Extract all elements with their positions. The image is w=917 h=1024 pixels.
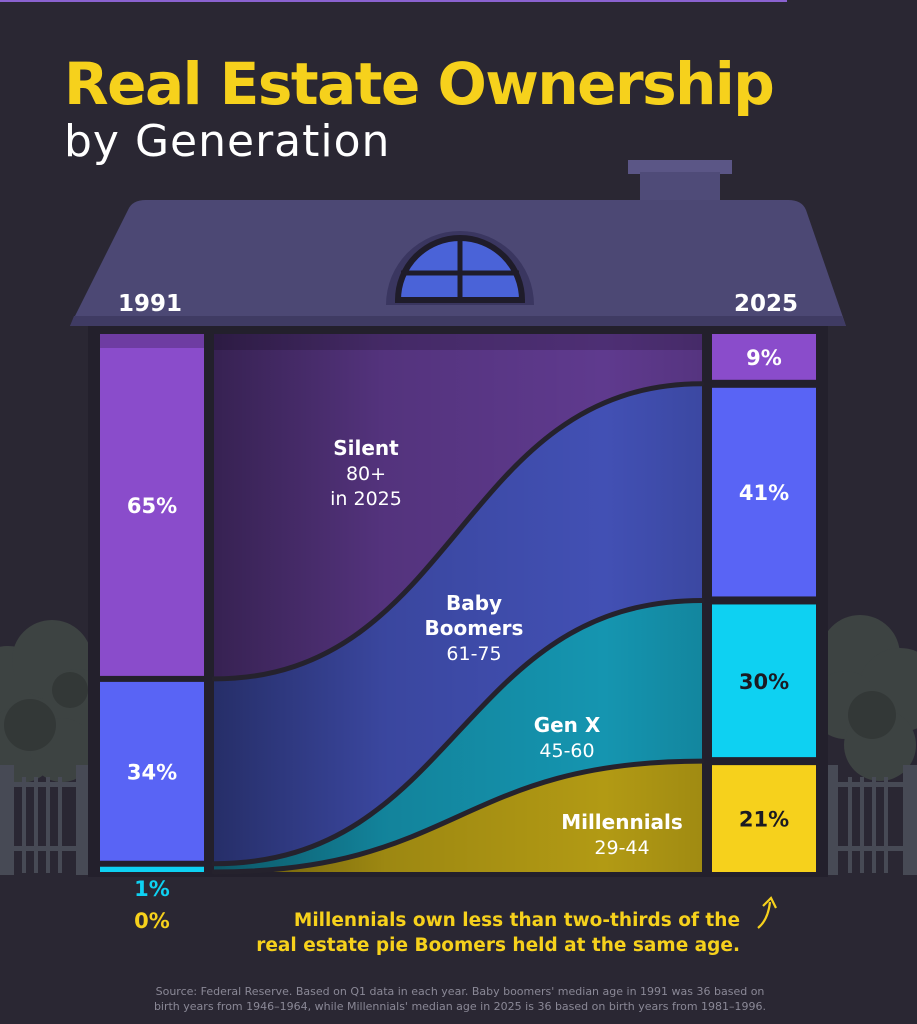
source-line-2: birth years from 1946–1964, while Millen… bbox=[153, 1000, 767, 1013]
band-divider bbox=[211, 758, 705, 875]
value-label-2025-gen-x: 30% bbox=[739, 670, 789, 694]
band-shading bbox=[214, 334, 702, 872]
trees-left-shade bbox=[4, 672, 88, 751]
roof-edge bbox=[70, 316, 846, 326]
series-label-silent-2: 80+ bbox=[346, 463, 386, 485]
page-subtitle: by Generation bbox=[64, 116, 391, 167]
millennials-note: Millennials own less than two-thirds of … bbox=[210, 908, 740, 958]
series-label-millennials-1: Millennials bbox=[561, 810, 683, 834]
source-line-1: Source: Federal Reserve. Based on Q1 dat… bbox=[155, 985, 765, 998]
bar-2025-millennials bbox=[712, 765, 816, 872]
series-label-millennials-2: 29-44 bbox=[594, 837, 649, 859]
bar-1991-gen-x bbox=[100, 866, 204, 872]
note-line-2: real estate pie Boomers held at the same… bbox=[256, 935, 740, 956]
value-label-2025-millennials: 21% bbox=[739, 808, 789, 832]
chimney-cap bbox=[628, 160, 732, 174]
year-label-2025: 2025 bbox=[734, 291, 798, 317]
bar-1991-baby-boomers bbox=[100, 681, 204, 861]
series-label-gen-x-1: Gen X bbox=[534, 713, 601, 737]
series-label-baby-boomers-2: Boomers bbox=[425, 616, 524, 640]
fence-left bbox=[0, 765, 90, 875]
value-label-1991-millennials: 0% bbox=[134, 909, 170, 933]
source-note: Source: Federal Reserve. Based on Q1 dat… bbox=[60, 984, 860, 1014]
value-label-1991-gen-x: 1% bbox=[134, 877, 170, 901]
year-label-1991: 1991 bbox=[118, 291, 182, 317]
top-accent-line bbox=[0, 0, 787, 2]
note-arrow-icon bbox=[757, 901, 772, 929]
series-label-silent-3: in 2025 bbox=[330, 488, 402, 510]
trees-right-shade bbox=[848, 691, 896, 739]
bar-1991-silent bbox=[100, 334, 204, 676]
bar-2025-gen-x bbox=[712, 604, 816, 758]
series-label-baby-boomers-1: Baby bbox=[446, 591, 502, 615]
series-label-baby-boomers-3: 61-75 bbox=[446, 643, 501, 665]
value-label-1991-baby-boomers: 34% bbox=[127, 760, 177, 784]
value-label-2025-silent: 9% bbox=[746, 346, 782, 370]
fence-right bbox=[824, 765, 917, 875]
value-label-1991-silent: 65% bbox=[127, 494, 177, 518]
band-divider bbox=[211, 381, 705, 682]
note-line-1: Millennials own less than two-thirds of … bbox=[293, 910, 740, 931]
series-label-gen-x-2: 45-60 bbox=[539, 740, 594, 762]
bar-2025-baby-boomers bbox=[712, 387, 816, 597]
page-title: Real Estate Ownership bbox=[64, 50, 775, 118]
band-divider bbox=[211, 597, 705, 867]
bar-2025-silent bbox=[712, 334, 816, 380]
band-top-shadow bbox=[214, 334, 702, 350]
series-label-silent-1: Silent bbox=[333, 436, 399, 460]
bar-1991-top-shadow bbox=[100, 334, 204, 348]
value-label-2025-baby-boomers: 41% bbox=[739, 481, 789, 505]
note-arrowhead-icon bbox=[762, 896, 777, 909]
